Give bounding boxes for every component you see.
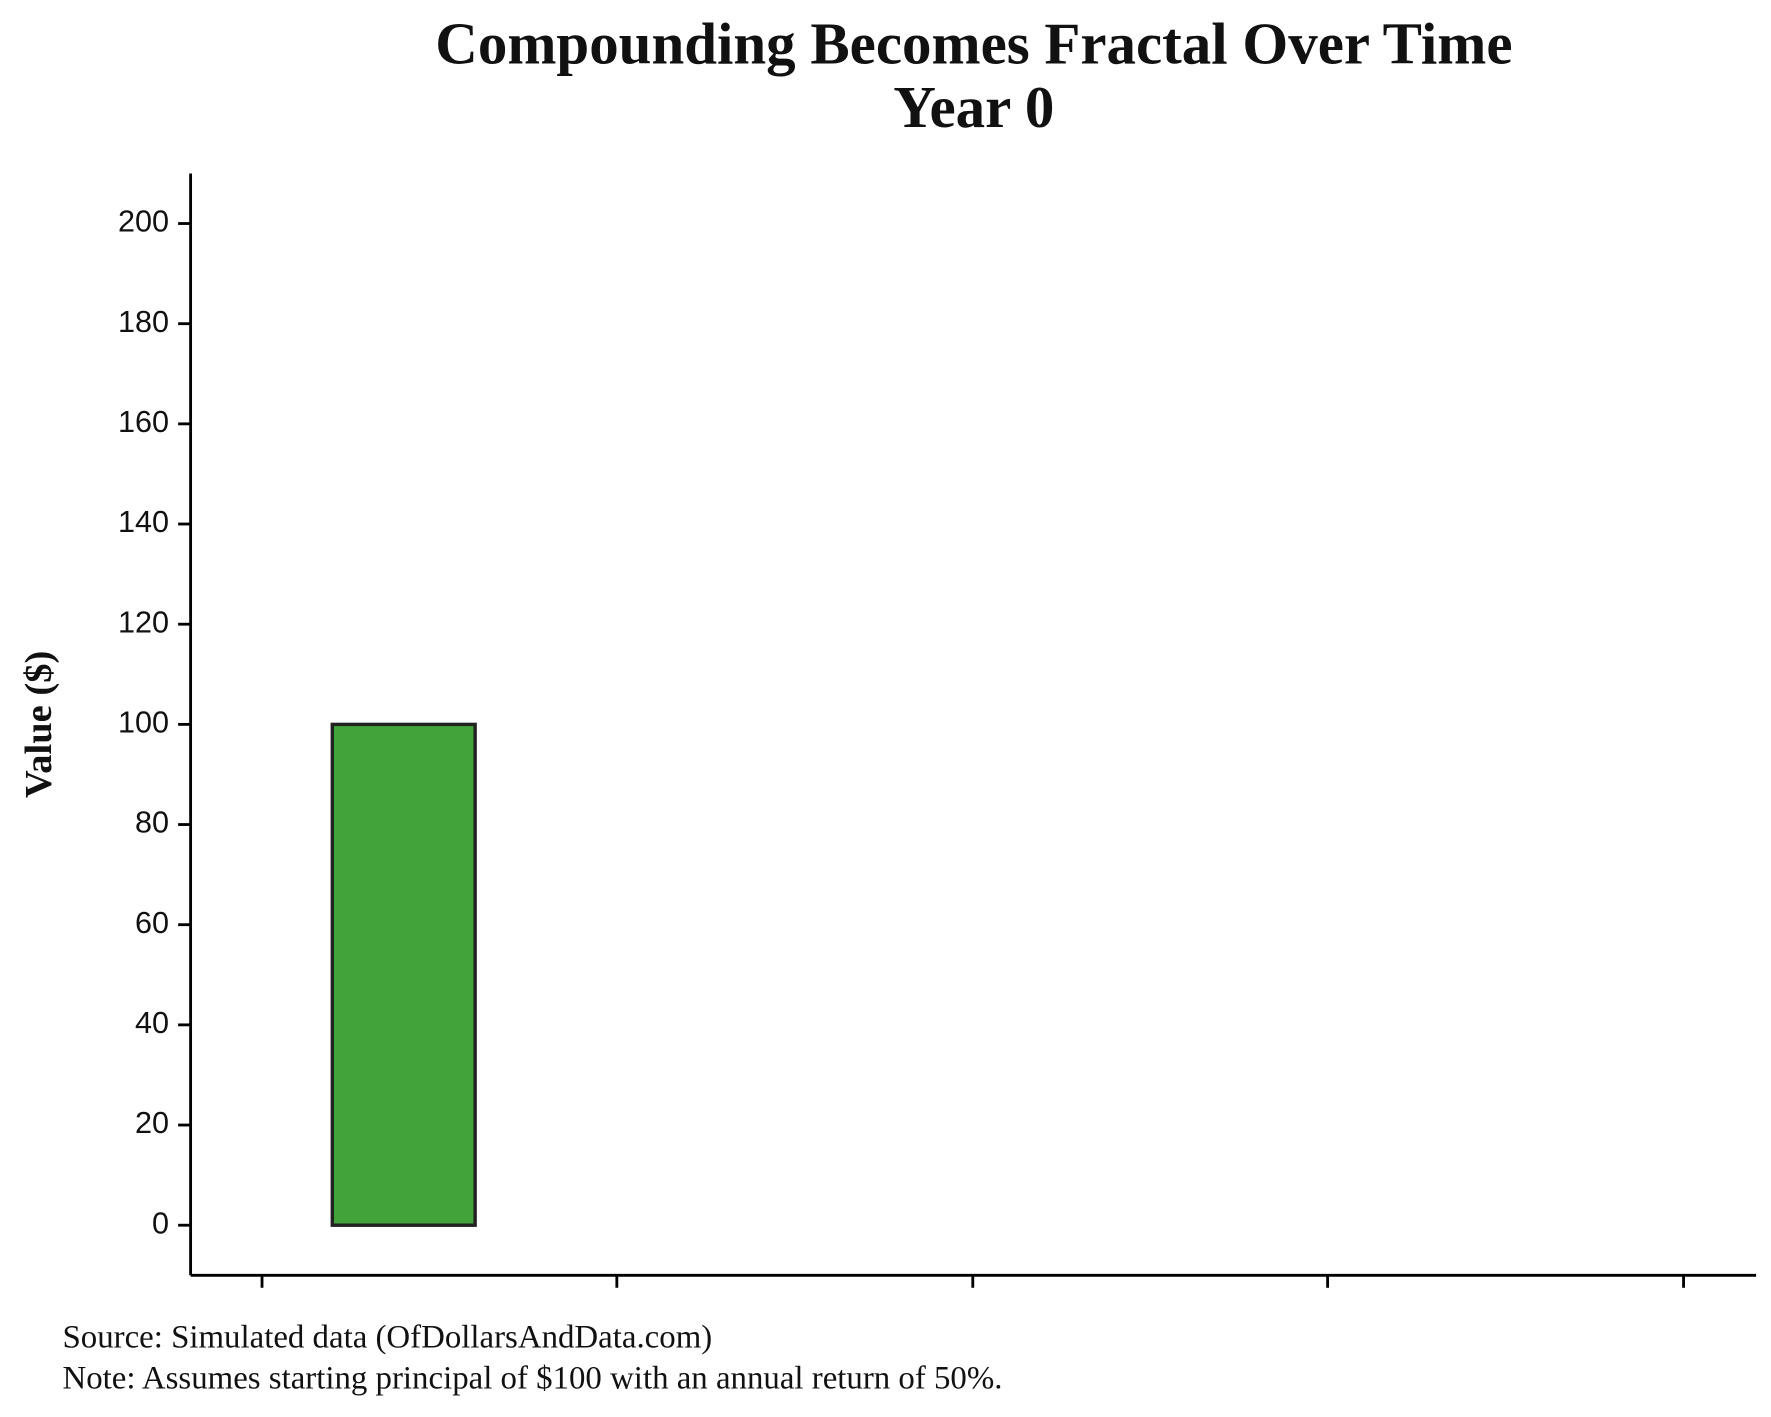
y-tick-label: 20 <box>135 1106 169 1140</box>
x-ticks <box>260 1275 1685 1288</box>
y-tick-label: 100 <box>118 705 169 739</box>
y-tick-label: 160 <box>118 405 169 439</box>
chart-title: Compounding Becomes Fractal Over Time <box>435 10 1512 76</box>
bar <box>330 722 477 1227</box>
y-tick-label: 40 <box>135 1006 169 1040</box>
y-tick-label: 80 <box>135 806 169 840</box>
y-axis-label: Value ($) <box>18 651 60 798</box>
y-tick-label: 180 <box>118 305 169 339</box>
source-note: Source: Simulated data (OfDollarsAndData… <box>63 1319 713 1355</box>
footnote: Note: Assumes starting principal of $100… <box>63 1360 1003 1396</box>
y-tick-label: 60 <box>135 906 169 940</box>
y-tick-label: 0 <box>152 1206 169 1240</box>
y-tick-label: 120 <box>118 605 169 639</box>
y-tick-label: 140 <box>118 505 169 539</box>
y-tick-label: 200 <box>118 205 169 239</box>
chart-subtitle: Year 0 <box>893 74 1054 140</box>
